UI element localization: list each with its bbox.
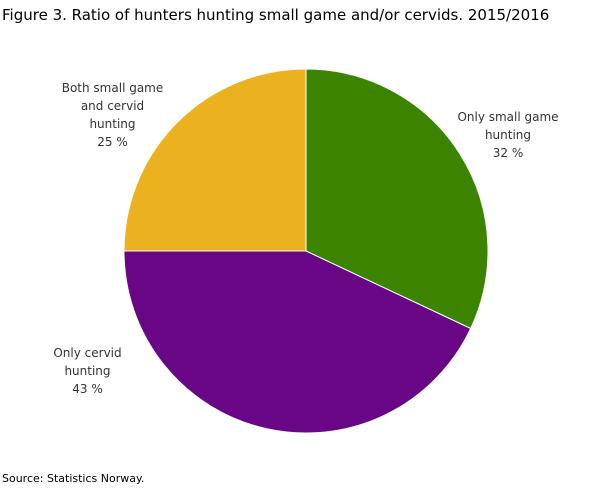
pie-slice-2 bbox=[123, 68, 307, 252]
chart-title: Figure 3. Ratio of hunters hunting small… bbox=[2, 6, 550, 24]
label-both: Both small game and cervid hunting 25 % bbox=[61, 81, 164, 149]
source-note: Source: Statistics Norway. bbox=[2, 472, 145, 485]
pie-slice-1 bbox=[123, 250, 472, 434]
label-only-small-game: Only small game hunting 32 % bbox=[457, 110, 559, 160]
pie-slice-0 bbox=[305, 68, 489, 330]
label-only-cervid: Only cervid hunting 43 % bbox=[53, 346, 122, 396]
